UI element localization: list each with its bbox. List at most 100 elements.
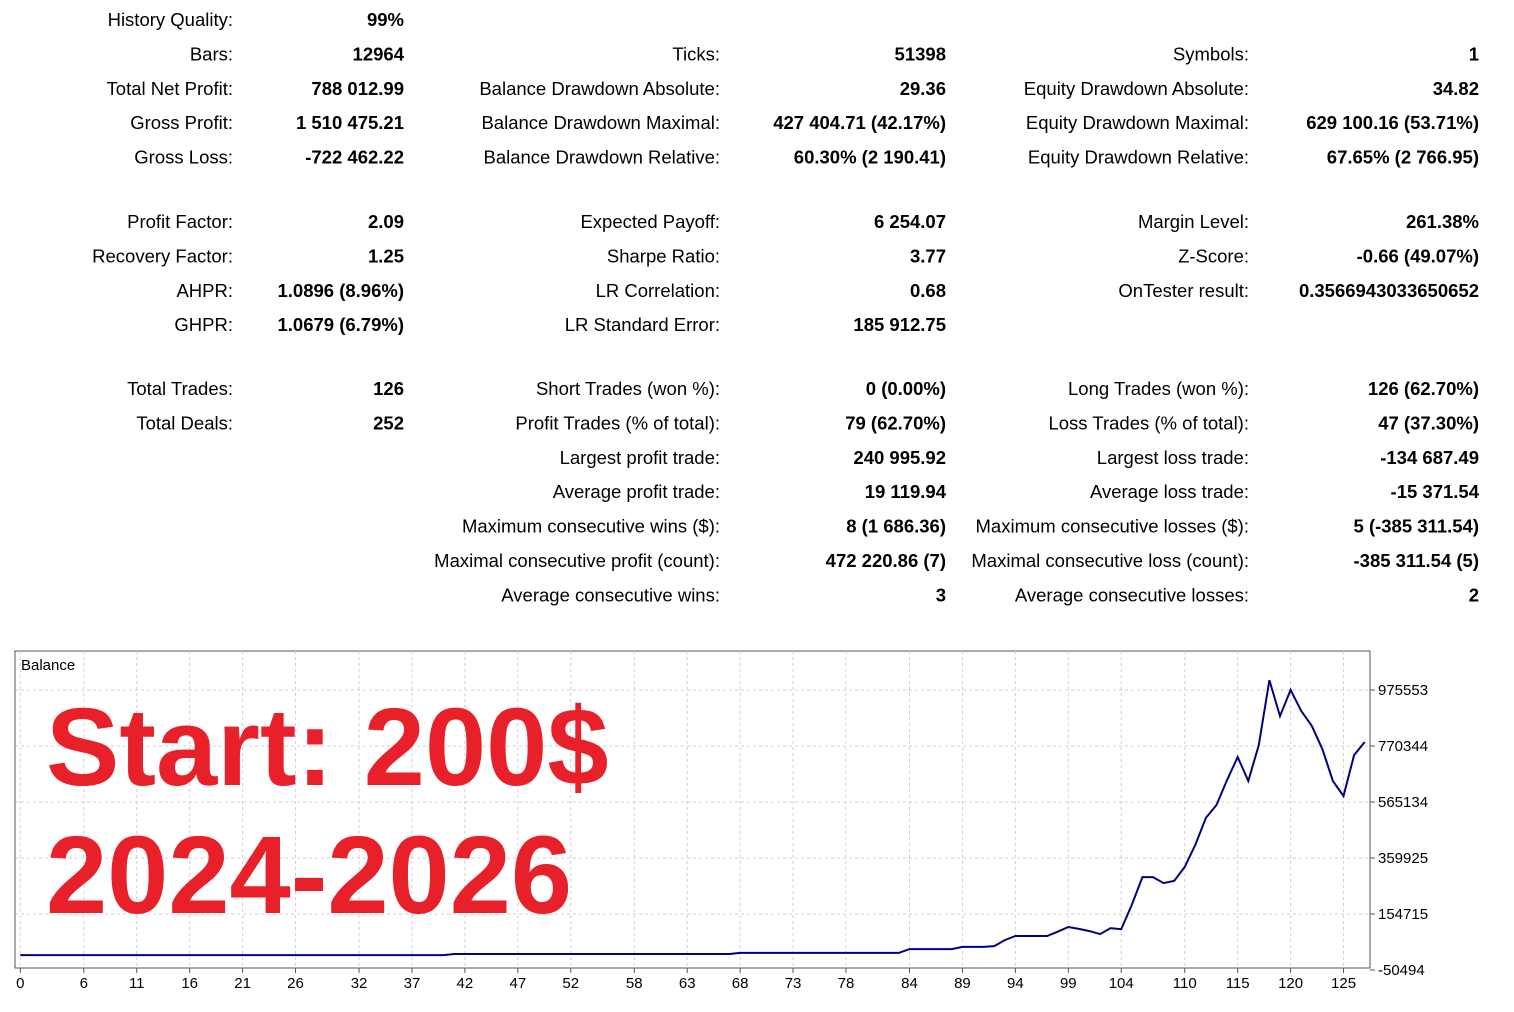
stat-value: 0 (0.00%) xyxy=(866,378,946,399)
stat-value: 99% xyxy=(367,9,404,30)
stat-label: Z-Score: xyxy=(1178,245,1249,266)
stat-label: Gross Profit: xyxy=(130,112,233,133)
stat-value: 240 995.92 xyxy=(853,447,946,468)
stat-value: 629 100.16 (53.71%) xyxy=(1306,112,1479,133)
stat-label: Average loss trade: xyxy=(1090,481,1249,502)
x-tick-label: 94 xyxy=(1007,975,1024,992)
stat-label: Symbols: xyxy=(1173,43,1249,64)
stat-label: Gross Loss: xyxy=(134,147,233,168)
stat-value: 1.0679 (6.79%) xyxy=(277,314,404,335)
stat-value: -0.66 (49.07%) xyxy=(1357,245,1479,266)
y-tick-label: 975553 xyxy=(1378,682,1428,699)
x-tick-label: 89 xyxy=(954,975,971,992)
stat-value: 252 xyxy=(373,412,404,433)
stat-value: 788 012.99 xyxy=(311,78,404,99)
stat-value: -134 687.49 xyxy=(1380,447,1479,468)
stat-value: 1.0896 (8.96%) xyxy=(277,280,404,301)
stat-label: Recovery Factor: xyxy=(92,245,233,266)
stat-value: 51398 xyxy=(895,43,946,64)
stat-value: 1 510 475.21 xyxy=(296,112,404,133)
balance-line xyxy=(20,679,1366,957)
x-tick-label: 21 xyxy=(234,975,251,992)
stat-value: 2.09 xyxy=(368,211,404,232)
x-tick-label: 63 xyxy=(679,975,696,992)
stat-value: 0.3566943033650652 xyxy=(1299,280,1479,301)
stat-label: Equity Drawdown Maximal: xyxy=(1026,112,1249,133)
stat-value: 6 254.07 xyxy=(874,211,946,232)
stat-value: 261.38% xyxy=(1406,211,1479,232)
x-tick-label: 68 xyxy=(732,975,749,992)
stat-label: Sharpe Ratio: xyxy=(607,245,720,266)
x-tick-label: 104 xyxy=(1109,975,1134,992)
stat-label: Balance Drawdown Relative: xyxy=(483,147,720,168)
x-tick-label: 58 xyxy=(626,975,643,992)
x-tick-label: 6 xyxy=(80,975,88,992)
stat-label: Total Trades: xyxy=(127,378,233,399)
stat-value: 29.36 xyxy=(900,78,946,99)
stat-label: History Quality: xyxy=(108,9,233,30)
stat-label: Short Trades (won %): xyxy=(536,378,720,399)
stat-label: Average profit trade: xyxy=(553,481,720,502)
stat-value: 67.65% (2 766.95) xyxy=(1327,147,1479,168)
stat-value: 5 (-385 311.54) xyxy=(1354,516,1479,537)
stat-label: Profit Trades (% of total): xyxy=(515,412,720,433)
x-tick-label: 42 xyxy=(457,975,474,992)
stat-label: Margin Level: xyxy=(1138,211,1249,232)
stat-value: 47 (37.30%) xyxy=(1378,412,1479,433)
stat-label: Equity Drawdown Absolute: xyxy=(1024,78,1249,99)
stat-value: 2 xyxy=(1469,584,1479,605)
stat-value: 12964 xyxy=(353,43,405,64)
stat-label: Equity Drawdown Relative: xyxy=(1028,147,1249,168)
stat-value: 0.68 xyxy=(910,280,946,301)
stat-label: Maximum consecutive wins ($): xyxy=(462,516,720,537)
y-tick-label: 770344 xyxy=(1378,738,1428,755)
stat-value: 126 xyxy=(373,378,404,399)
y-tick-label: 565134 xyxy=(1378,794,1428,811)
stat-label: Ticks: xyxy=(672,43,720,64)
stat-label: Profit Factor: xyxy=(127,211,233,232)
stat-value: 3 xyxy=(936,584,946,605)
stat-value: 185 912.75 xyxy=(853,314,946,335)
stat-value: 427 404.71 (42.17%) xyxy=(773,112,946,133)
stat-label: Maximal consecutive loss (count): xyxy=(971,550,1249,571)
stat-value: 60.30% (2 190.41) xyxy=(794,147,946,168)
stat-label: LR Correlation: xyxy=(596,280,720,301)
stat-value: 34.82 xyxy=(1433,78,1479,99)
stat-label: LR Standard Error: xyxy=(565,314,720,335)
stat-label: Maximal consecutive profit (count): xyxy=(434,550,720,571)
stat-value: -385 311.54 (5) xyxy=(1354,550,1479,571)
stat-label: Loss Trades (% of total): xyxy=(1048,412,1249,433)
stat-value: 126 (62.70%) xyxy=(1368,378,1479,399)
stat-value: 79 (62.70%) xyxy=(845,412,946,433)
stat-value: 1 xyxy=(1469,43,1479,64)
stat-label: Balance Drawdown Maximal: xyxy=(481,112,720,133)
stat-value: 1.25 xyxy=(368,245,404,266)
x-tick-label: 78 xyxy=(838,975,855,992)
x-tick-label: 110 xyxy=(1173,975,1197,992)
y-tick-label: -50494 xyxy=(1378,962,1425,979)
x-tick-label: 115 xyxy=(1226,975,1250,992)
stat-label: GHPR: xyxy=(174,314,233,335)
annotation: 2024-2026 xyxy=(46,814,572,937)
stat-label: AHPR: xyxy=(176,280,233,301)
stat-label: Maximum consecutive losses ($): xyxy=(976,516,1249,537)
x-tick-label: 84 xyxy=(901,975,918,992)
stat-label: Expected Payoff: xyxy=(580,211,720,232)
chart-title: Balance xyxy=(21,657,75,674)
stat-label: Largest profit trade: xyxy=(560,447,720,468)
annotation: Start: 200$ xyxy=(46,686,609,809)
x-tick-label: 52 xyxy=(562,975,579,992)
x-tick-label: 16 xyxy=(181,975,198,992)
stat-value: 472 220.86 (7) xyxy=(826,550,946,571)
x-tick-label: 99 xyxy=(1060,975,1077,992)
y-tick-label: 359925 xyxy=(1378,850,1428,867)
x-tick-label: 26 xyxy=(287,975,304,992)
stat-label: Average consecutive losses: xyxy=(1015,584,1249,605)
stat-label: Largest loss trade: xyxy=(1097,447,1249,468)
x-tick-label: 32 xyxy=(351,975,368,992)
x-tick-label: 120 xyxy=(1278,975,1303,992)
x-tick-label: 125 xyxy=(1331,975,1356,992)
stat-label: Total Net Profit: xyxy=(107,78,233,99)
stat-value: 8 (1 686.36) xyxy=(846,516,946,537)
